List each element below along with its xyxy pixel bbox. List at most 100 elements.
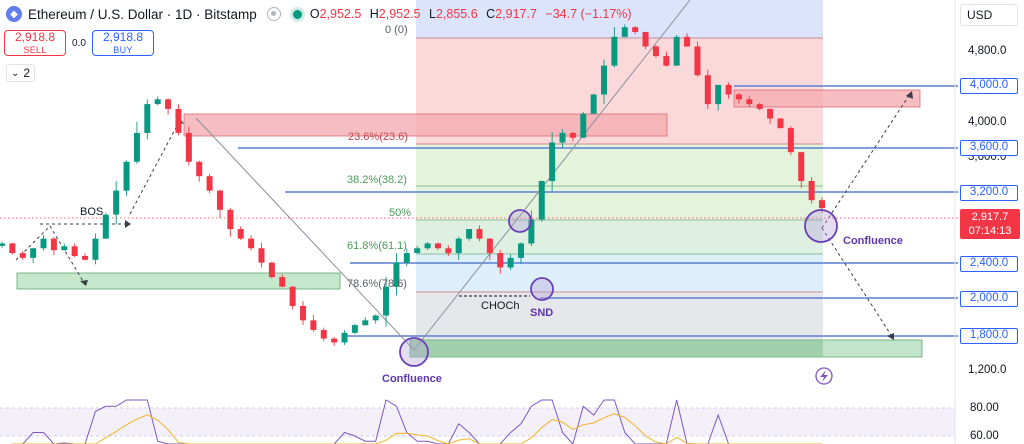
- scale-tick-4800: 4,800.0: [968, 45, 1007, 57]
- candle-body: [258, 248, 265, 263]
- chevron-down-icon: ⌄: [11, 67, 20, 79]
- fib-level-lines-green: [416, 185, 823, 255]
- candle-body: [9, 243, 16, 254]
- trendline-down: [195, 117, 415, 351]
- candle-body: [538, 180, 545, 220]
- level-3200-label[interactable]: 3,200.0: [960, 185, 1018, 201]
- candle-body: [393, 262, 400, 287]
- currency-select[interactable]: USD: [960, 4, 1018, 26]
- candle-body: [590, 94, 597, 114]
- candle-body: [279, 277, 286, 287]
- buy-button[interactable]: 2,918.8 BUY: [92, 30, 154, 56]
- alert-lightning-icon[interactable]: [815, 367, 833, 385]
- level-1800-label[interactable]: 1,800.0: [960, 328, 1018, 344]
- snd-label: SND: [530, 307, 554, 319]
- candle-body: [19, 253, 26, 258]
- candle-body: [725, 84, 732, 95]
- candle-body: [154, 99, 161, 105]
- candle-body: [424, 243, 431, 249]
- snd-marker: [530, 277, 554, 301]
- sell-button[interactable]: 2,918.8 SELL: [4, 30, 66, 56]
- symbol-title[interactable]: Ethereum / U.S. Dollar · 1D · Bitstamp: [28, 6, 257, 22]
- indicators-toggle[interactable]: ⌄ 2: [6, 64, 36, 82]
- projection-arrows: [15, 93, 911, 339]
- candle-body: [808, 180, 815, 201]
- level-4000-label[interactable]: 4,000.0: [960, 78, 1018, 94]
- candle-body: [82, 255, 89, 260]
- level-2400-label[interactable]: 2,400.0: [960, 256, 1018, 272]
- candle-body: [289, 286, 296, 306]
- ohlc-values: O2,952.5 H2,952.5 L2,855.6 C2,917.7 −34.…: [309, 7, 632, 21]
- candle-body: [0, 243, 5, 246]
- fib-236-label: 23.6%(23.6): [348, 131, 408, 143]
- candle-body: [819, 200, 825, 209]
- candle-body: [528, 219, 535, 244]
- fib-786-label: 78.6%(78.6): [347, 278, 407, 290]
- candle-body: [133, 132, 140, 162]
- top-marker: [508, 209, 532, 233]
- fib-band-618-786: [416, 254, 823, 292]
- change-value: −34.7 (−1.17%): [545, 7, 632, 21]
- candle-body: [165, 99, 172, 109]
- candle-body: [206, 176, 213, 191]
- scale-tick-1200: 1,200.0: [968, 364, 1007, 376]
- candle-body: [227, 209, 234, 230]
- candle-body: [673, 36, 680, 66]
- candle-body: [61, 246, 68, 251]
- candle-body: [632, 27, 639, 33]
- ethereum-icon: ◆: [6, 6, 22, 22]
- candle-body: [642, 32, 649, 47]
- fib-50-label: 50%: [389, 207, 412, 219]
- candle-body: [798, 152, 805, 181]
- confluence-right-label: Confluence: [843, 235, 903, 247]
- candle-body: [268, 262, 275, 278]
- candle-body: [466, 229, 473, 239]
- demand-zone-left: [16, 272, 341, 290]
- fib-0-label: 0 (0): [385, 24, 408, 36]
- candle-body: [507, 257, 514, 268]
- trade-buttons: 2,918.8 SELL 0.0 2,918.8 BUY: [4, 30, 154, 56]
- confluence-left-marker: [399, 337, 429, 367]
- candle-body: [735, 94, 742, 100]
- markers: [399, 209, 838, 367]
- last-price-tag: 2,917.7 07:14:13: [960, 209, 1020, 239]
- candle-body: [476, 229, 483, 239]
- visibility-eye-icon[interactable]: [266, 7, 281, 21]
- confluence-left-label: Confluence: [382, 373, 442, 385]
- candle-body: [144, 104, 151, 133]
- symbol-header: ◆ Ethereum / U.S. Dollar · 1D · Bitstamp…: [0, 0, 955, 28]
- candle-body: [580, 113, 587, 138]
- candle-body: [216, 190, 223, 210]
- rsi-tick-80: 80.00: [970, 402, 999, 414]
- candle-body: [175, 108, 182, 133]
- rsi-tick-60: 60.00: [970, 430, 999, 442]
- candle-body: [123, 161, 130, 191]
- candle-body: [559, 132, 566, 143]
- candle-body: [517, 243, 524, 258]
- candle-body: [237, 229, 244, 239]
- scale-tick-4000-plain: 4,000.0: [968, 116, 1007, 128]
- candle-body: [569, 132, 576, 138]
- candle-body: [71, 246, 78, 256]
- candle-body: [341, 332, 348, 343]
- candle-body: [756, 104, 763, 109]
- candle-body: [767, 108, 774, 119]
- candle-body: [663, 56, 670, 66]
- fib-band-236-382: [416, 144, 823, 192]
- confluence-right-marker: [804, 209, 838, 243]
- candle-body: [50, 238, 57, 251]
- candle-body: [351, 325, 358, 333]
- fib-band-382-50: [416, 192, 823, 220]
- candle-body: [694, 46, 701, 76]
- level-2000-label[interactable]: 2,000.0: [960, 291, 1018, 307]
- level-3600-label[interactable]: 3,600.0: [960, 140, 1018, 156]
- spread-value: 0.0: [72, 37, 86, 49]
- candle-body: [684, 36, 691, 47]
- candle-body: [414, 248, 421, 254]
- candle-body: [196, 161, 203, 177]
- candle-body: [113, 190, 120, 215]
- candle-body: [455, 238, 462, 254]
- candle-body: [715, 84, 722, 105]
